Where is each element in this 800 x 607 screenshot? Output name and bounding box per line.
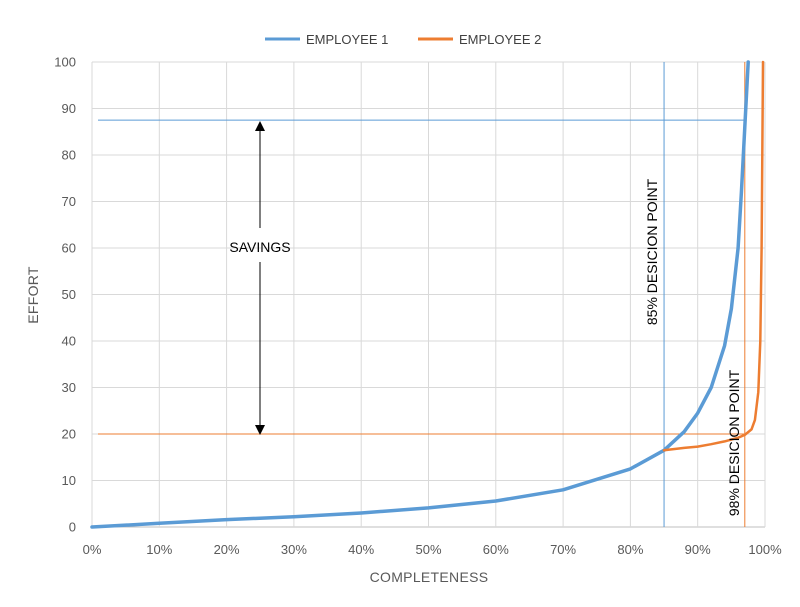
x-tick-label: 10% (146, 542, 172, 557)
x-tick-label: 100% (748, 542, 782, 557)
x-tick-label: 40% (348, 542, 374, 557)
y-tick-label: 90 (62, 101, 76, 116)
x-tick-label: 50% (415, 542, 441, 557)
x-axis-title: COMPLETENESS (370, 569, 489, 585)
y-tick-label: 10 (62, 473, 76, 488)
y-tick-label: 60 (62, 241, 76, 256)
y-tick-label: 100 (54, 55, 76, 70)
y-tick-label: 20 (62, 427, 76, 442)
x-tick-label: 70% (550, 542, 576, 557)
x-tick-label: 80% (617, 542, 643, 557)
tick-labels: 0 10 20 30 40 50 60 70 80 90 100 0% 10% 20% 30% 40% 50% 6… (54, 55, 782, 558)
x-tick-label: 90% (685, 542, 711, 557)
series-line-employee-2 (662, 60, 765, 452)
savings-annotation: SAVINGS (229, 121, 291, 435)
y-tick-label: 80 (62, 148, 76, 163)
y-tick-label: 40 (62, 334, 76, 349)
x-tick-label: 30% (281, 542, 307, 557)
x-tick-label: 20% (214, 542, 240, 557)
y-tick-label: 70 (62, 194, 76, 209)
legend: EMPLOYEE 1 EMPLOYEE 2 (265, 32, 541, 47)
y-axis-title: EFFORT (25, 266, 41, 324)
legend-label-employee-1: EMPLOYEE 1 (306, 32, 388, 47)
decision-point-98-label: 98% DESICION POINT (726, 369, 742, 516)
x-tick-label: 60% (483, 542, 509, 557)
grid-layer (91, 61, 766, 528)
y-tick-label: 0 (69, 520, 76, 535)
x-tick-label: 0% (83, 542, 102, 557)
savings-label: SAVINGS (229, 239, 290, 255)
legend-label-employee-2: EMPLOYEE 2 (459, 32, 541, 47)
series-layer (90, 60, 765, 529)
y-tick-label: 30 (62, 380, 76, 395)
savings-arrow-down-head (255, 425, 265, 435)
decision-point-85-label: 85% DESICION POINT (644, 178, 660, 325)
savings-arrow-up-head (255, 121, 265, 131)
y-tick-label: 50 (62, 287, 76, 302)
